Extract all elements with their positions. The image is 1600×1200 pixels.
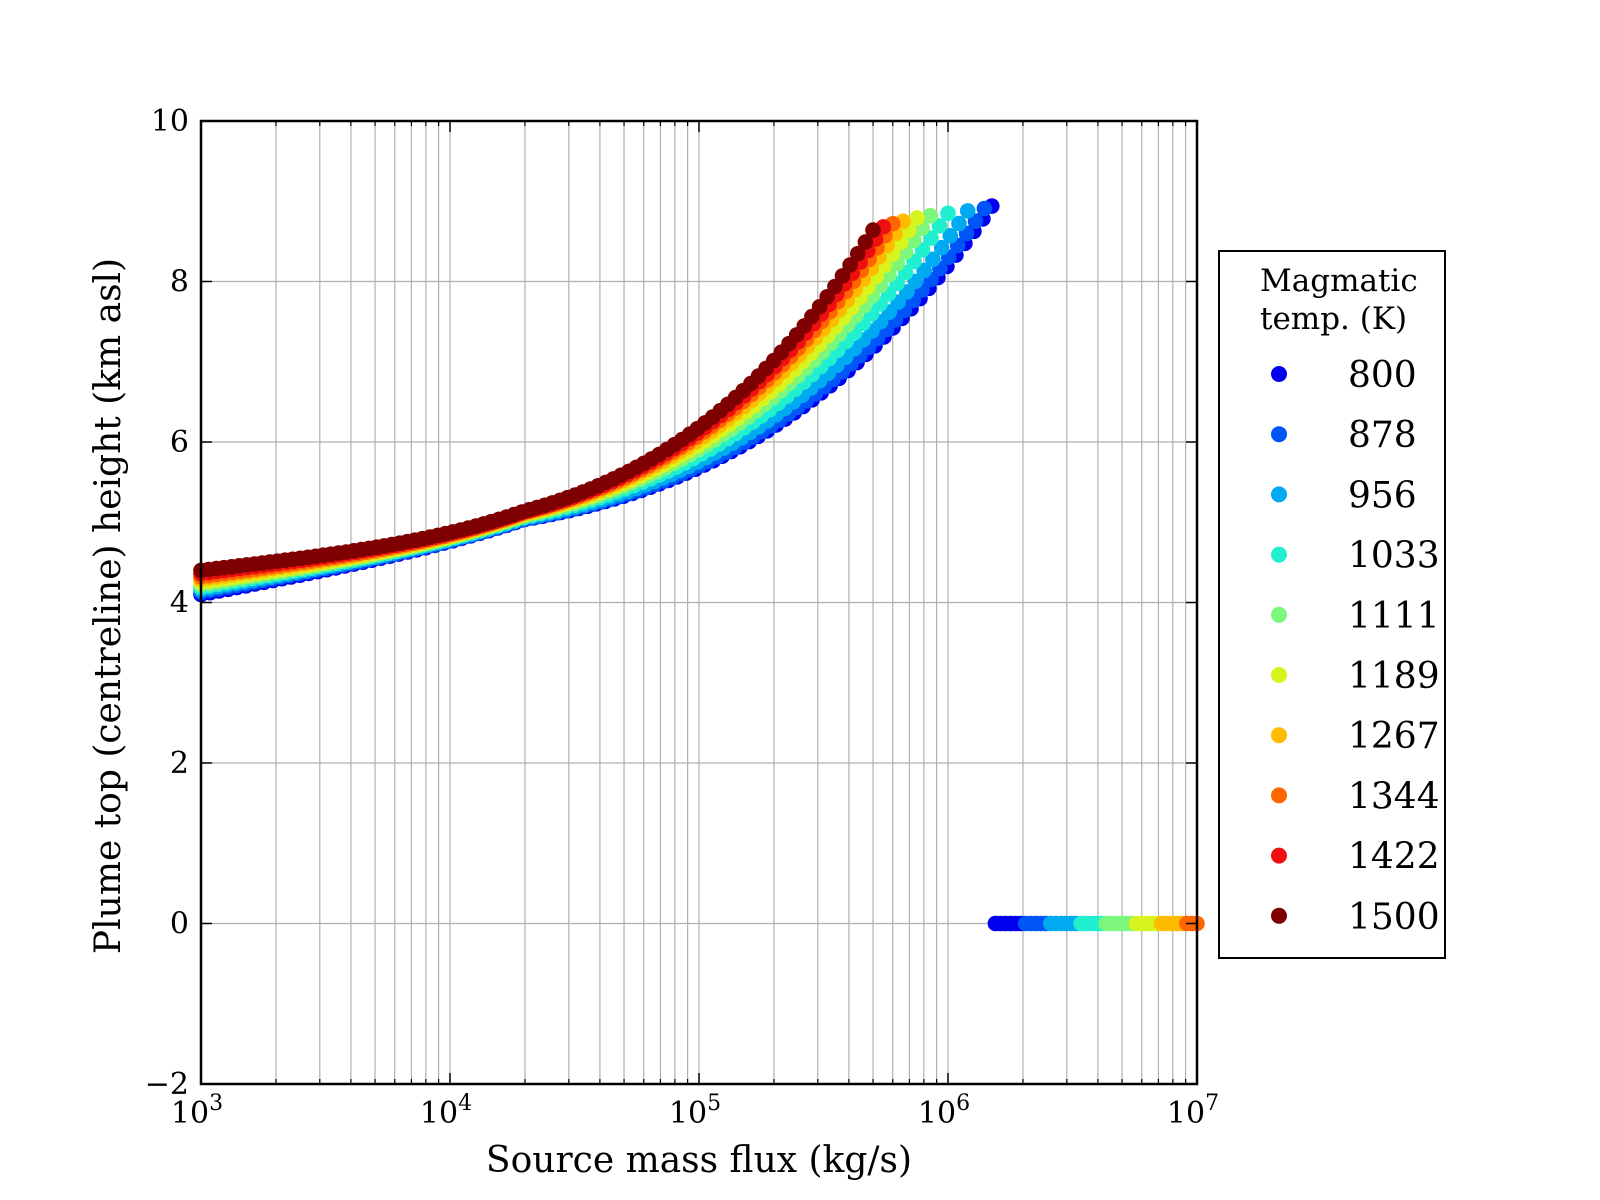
data-point (842, 257, 858, 273)
legend-label: 1033 (1348, 536, 1440, 577)
legend-label: 878 (1348, 415, 1417, 456)
legend-marker (1271, 426, 1287, 443)
legend-marker (1271, 366, 1287, 382)
data-point (931, 218, 948, 234)
data-point (850, 245, 866, 262)
legend-marker (1271, 546, 1287, 563)
legend-marker (1271, 787, 1287, 804)
legend-label: 1267 (1348, 716, 1440, 757)
data-point (933, 239, 950, 256)
data-point (865, 222, 881, 238)
data-point (909, 210, 925, 226)
grid (201, 121, 1197, 1084)
data-point (940, 205, 956, 222)
data-point (916, 262, 932, 279)
legend-label: 1111 (1348, 596, 1440, 637)
data-point (925, 251, 941, 268)
data-point (951, 215, 967, 232)
y-tick-label: −2 (145, 1067, 189, 1102)
legend-label: 1422 (1348, 837, 1440, 878)
y-tick-label: 8 (170, 265, 189, 300)
y-axis-label: Plume top (centreline) height (km asl) (88, 258, 129, 954)
legend-label: 800 (1348, 355, 1417, 396)
data-point (976, 200, 993, 217)
data-point (942, 228, 959, 244)
legend-marker (1271, 667, 1287, 683)
y-tick-label: 0 (170, 907, 189, 942)
y-tick-label: 10 (151, 104, 189, 139)
x-tick-label: 107 (1167, 1091, 1219, 1131)
legend-label: 1189 (1348, 656, 1440, 697)
legend-label: 1500 (1348, 897, 1440, 938)
legend-label: 956 (1348, 475, 1417, 516)
axis-ticks (200, 120, 1198, 1085)
legend-marker (1271, 847, 1287, 864)
data-point (857, 234, 874, 250)
legend-marker (1271, 486, 1287, 503)
y-tick-label: 2 (170, 746, 189, 781)
legend-marker (1271, 907, 1287, 924)
data-points (193, 198, 1205, 932)
x-axis-label: Source mass flux (kg/s) (486, 1140, 912, 1181)
data-point (959, 203, 976, 219)
x-tick-label: 103 (171, 1091, 223, 1131)
legend-marker (1271, 727, 1287, 744)
data-point (923, 230, 939, 246)
tick-labels: 103 104 105 106 107 −2 0 2 4 6 8 10 (145, 104, 1219, 1131)
legend-marker (1271, 606, 1287, 623)
legend-title: Magmatic (1260, 263, 1418, 299)
x-tick-label: 104 (420, 1091, 472, 1131)
data-point (922, 207, 939, 224)
y-tick-label: 6 (170, 425, 189, 460)
legend-label: 1344 (1348, 776, 1440, 817)
data-point (834, 268, 851, 284)
x-tick-label: 105 (669, 1091, 721, 1131)
legend-box (1218, 250, 1446, 959)
legend-title: temp. (K) (1260, 301, 1407, 337)
x-tick-label: 106 (918, 1091, 970, 1131)
y-tick-label: 4 (170, 586, 189, 621)
